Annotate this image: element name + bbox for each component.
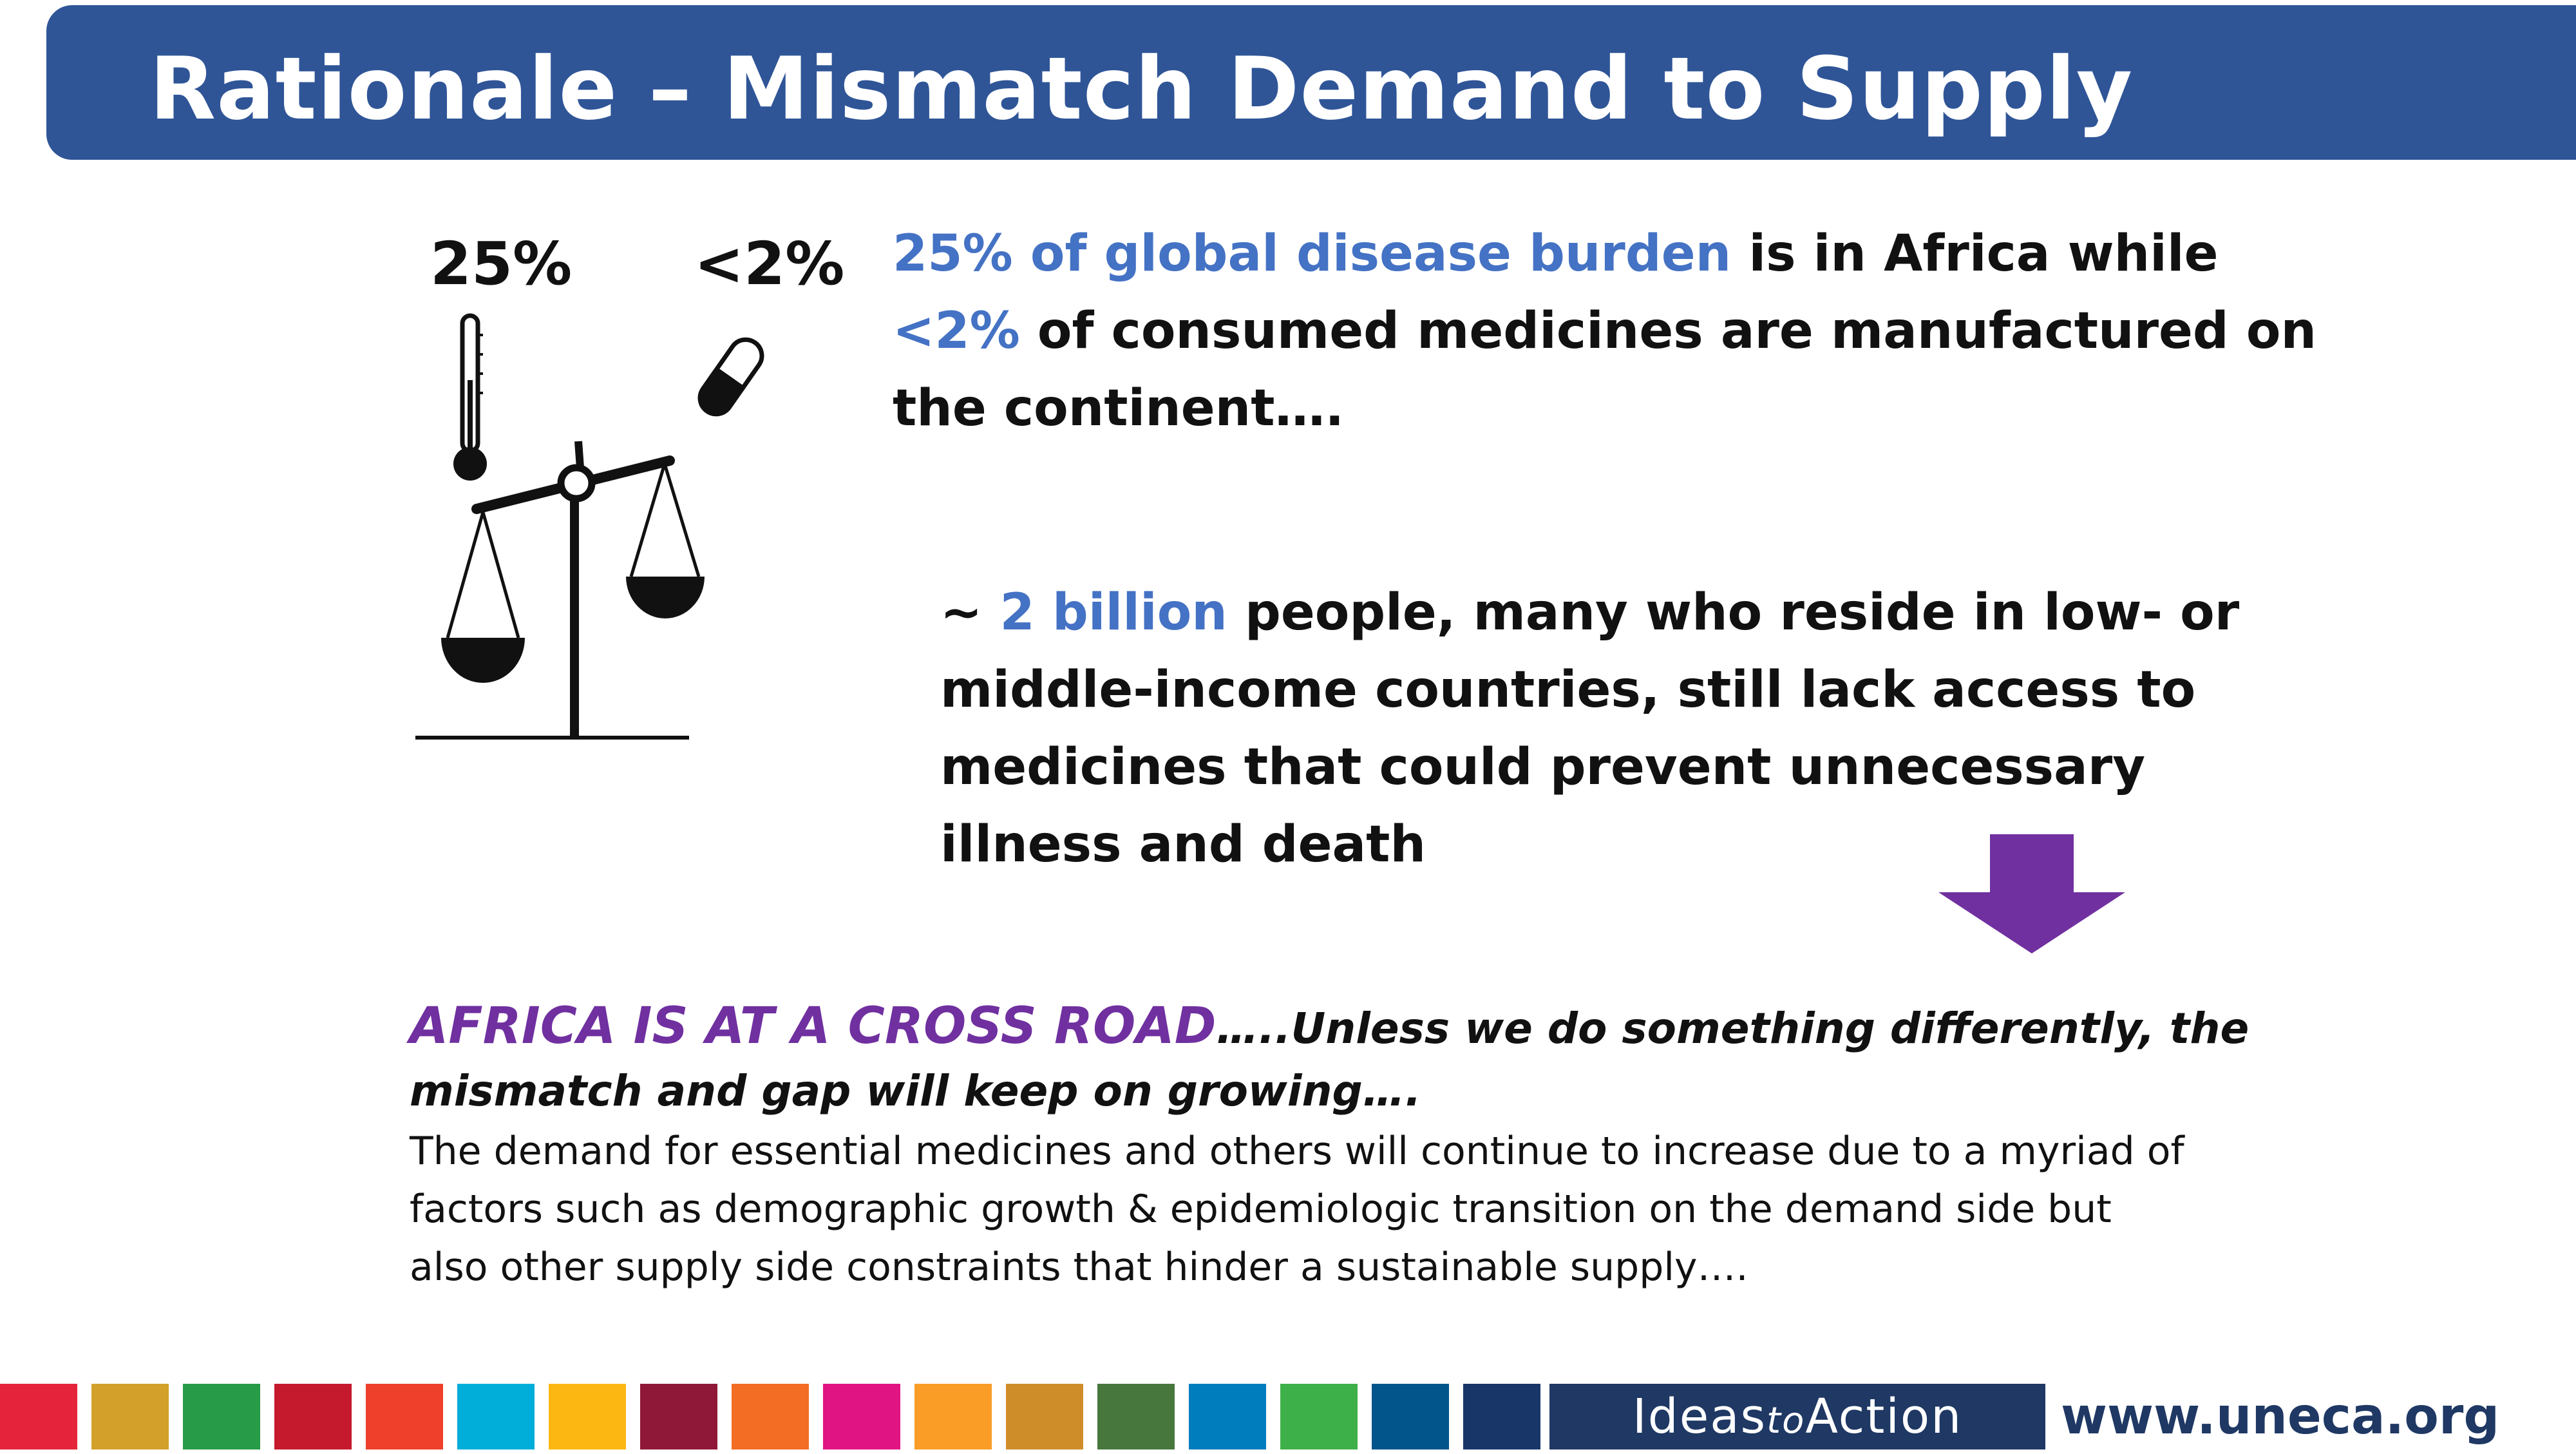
sdg-color-block: [0, 1384, 77, 1449]
body-line1: The demand for essential medicines and o…: [410, 1129, 2184, 1174]
cross-road-headline: AFRICA IS AT A CROSS ROAD: [410, 997, 1217, 1055]
para1-line3: the continent….: [893, 379, 1345, 437]
illustration: 25% <2%: [386, 219, 850, 760]
cross-road-line1: AFRICA IS AT A CROSS ROAD…..Unless we do…: [410, 997, 2249, 1055]
thermometer-icon: [453, 313, 487, 481]
sdg-color-block: [823, 1384, 900, 1449]
para1-line1: 25% of global disease burden is in Afric…: [893, 229, 2219, 279]
title-bar: Rationale – Mismatch Demand to Supply: [46, 5, 2576, 160]
sdg-color-block: [1463, 1384, 1540, 1449]
para2-line2: middle-income countries, still lack acce…: [940, 661, 2196, 719]
ideas-to-action-logo: IdeastoAction: [1549, 1384, 2045, 1449]
para2-line1-rest: people, many who reside in low- or: [1227, 584, 2240, 642]
right-percentage: <2%: [694, 229, 845, 298]
sdg-color-block: [549, 1384, 626, 1449]
slide-title: Rationale – Mismatch Demand to Supply: [149, 39, 2134, 139]
cross-road-tail: …..Unless we do something differently, t…: [1216, 1004, 2249, 1053]
disease-burden-highlight: 25% of global disease burden: [893, 225, 1732, 283]
para1-line2-rest: of consumed medicines are manufactured o…: [1019, 302, 2317, 360]
para1-line1-rest: is in Africa while: [1731, 225, 2219, 283]
para1-line2: <2% of consumed medicines are manufactur…: [893, 306, 2316, 356]
sdg-color-block: [640, 1384, 717, 1449]
sdg-color-block: [274, 1384, 352, 1449]
brand-to: to: [1766, 1400, 1806, 1442]
sdg-color-block: [457, 1384, 535, 1449]
sdg-color-block: [914, 1384, 992, 1449]
sdg-color-block: [1280, 1384, 1358, 1449]
billion-highlight: 2 billion: [999, 584, 1227, 642]
footer: IdeastoAction www.uneca.org: [0, 1384, 2576, 1449]
website-url[interactable]: www.uneca.org: [2061, 1388, 2500, 1446]
medicines-share-highlight: <2%: [893, 302, 1020, 360]
down-arrow-icon: [1938, 834, 2125, 953]
sdg-color-block: [1006, 1384, 1083, 1449]
cross-road-line2: mismatch and gap will keep on growing….: [410, 1066, 1421, 1116]
pill-icon: [697, 337, 764, 417]
sdg-color-block: [91, 1384, 169, 1449]
para2-line1: ~ 2 billion people, many who reside in l…: [940, 588, 2239, 638]
para2-line3: medicines that could prevent unnecessary: [940, 738, 2146, 796]
sdg-color-block: [732, 1384, 809, 1449]
tilde-prefix: ~: [940, 584, 1000, 642]
brand-ideas: Ideas: [1632, 1389, 1767, 1444]
para2-line4: illness and death: [940, 816, 1426, 874]
left-percentage: 25%: [430, 229, 573, 298]
sdg-color-block: [183, 1384, 260, 1449]
brand-action: Action: [1805, 1389, 1963, 1444]
sdg-color-block: [1097, 1384, 1175, 1449]
sdg-color-block: [1189, 1384, 1266, 1449]
body-line2: factors such as demographic growth & epi…: [410, 1187, 2112, 1232]
sdg-color-block: [1372, 1384, 1449, 1449]
sdg-color-block: [366, 1384, 443, 1449]
balance-scale-icon: [415, 441, 705, 740]
body-line3: also other supply side constraints that …: [410, 1245, 1748, 1290]
